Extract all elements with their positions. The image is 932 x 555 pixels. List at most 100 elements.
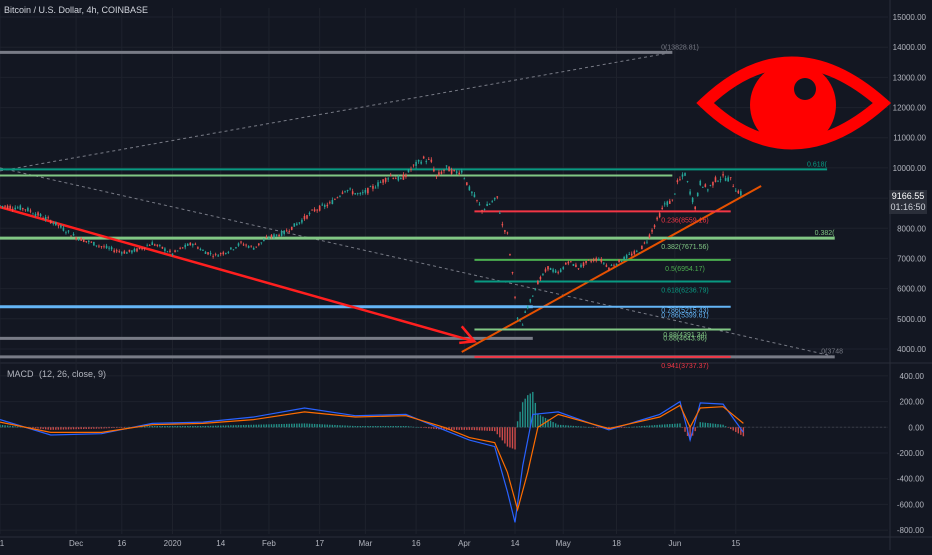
macd-histogram-bar [354, 426, 356, 428]
macd-histogram-bar [664, 424, 666, 428]
candle-body [336, 197, 339, 199]
candle-body [618, 259, 620, 263]
candle-body [80, 237, 82, 241]
candle-body [433, 169, 435, 172]
candle-body [707, 189, 709, 191]
candle-body [37, 212, 39, 216]
candle-body [268, 237, 270, 239]
candle-body [24, 209, 27, 211]
macd-histogram-bar [488, 427, 491, 431]
macd-histogram-bar [357, 426, 359, 428]
macd-histogram-bar [390, 426, 392, 428]
candle-body [232, 249, 235, 251]
macd-histogram-bar [55, 427, 57, 430]
candle-body [496, 196, 499, 198]
macd-histogram-bar [316, 424, 318, 428]
macd-histogram-bar [527, 395, 529, 428]
candle-body [729, 177, 732, 179]
candle-body [719, 179, 722, 181]
candle-body [0, 205, 1, 207]
macd-histogram-bar [461, 427, 463, 430]
candle-body [55, 221, 57, 226]
macd-histogram-bar [128, 427, 131, 428]
candle-body [392, 177, 395, 179]
candle-body [108, 247, 110, 249]
macd-histogram-bar [113, 427, 115, 428]
macd-histogram-bar [123, 427, 126, 428]
candle-body [260, 242, 263, 244]
macd-histogram-bar [303, 423, 306, 428]
candle-body [466, 182, 468, 186]
time-tick-label: 11 [0, 539, 5, 548]
candle-body [257, 243, 260, 246]
macd-histogram-bar [235, 425, 237, 428]
time-tick-label: Feb [262, 539, 276, 548]
candle-body [341, 192, 344, 194]
macd-histogram-bar [397, 426, 400, 428]
macd-histogram-bar [575, 426, 577, 428]
candle-body [567, 261, 570, 264]
candle-body [57, 225, 60, 227]
macd-histogram-bar [392, 426, 394, 428]
macd-histogram-bar [471, 427, 473, 430]
macd-histogram-bar [19, 426, 21, 428]
candle-body [595, 258, 598, 261]
macd-histogram-bar [735, 427, 737, 432]
candle-body [27, 207, 29, 212]
macd-histogram-bar [298, 423, 301, 428]
candle-body [133, 248, 136, 252]
price-tick-label: 10000.00 [893, 164, 927, 173]
macd-histogram-bar [75, 427, 77, 430]
macd-histogram-bar [212, 425, 214, 428]
candle-body [273, 234, 275, 238]
candle-body [422, 156, 425, 159]
candle-body [88, 240, 90, 243]
candle-body [613, 265, 615, 267]
candle-body [379, 182, 382, 184]
candle-body [471, 191, 473, 194]
time-tick-label: 15 [731, 539, 740, 548]
macd-histogram-bar [29, 427, 32, 428]
candle-body [250, 245, 252, 247]
macd-histogram-bar [159, 426, 161, 428]
macd-histogram-bar [483, 427, 486, 431]
candle-body [280, 231, 283, 236]
candle-body [615, 263, 618, 265]
candle-body [95, 245, 98, 247]
macd-histogram-bar [105, 427, 108, 429]
candle-body [603, 262, 605, 264]
macd-histogram-bar [410, 426, 412, 428]
candle-body [516, 317, 519, 319]
candle-body [293, 223, 296, 227]
candle-body [430, 159, 433, 162]
candle-body [610, 265, 613, 266]
candle-body [199, 248, 202, 251]
candle-body [669, 200, 671, 204]
candle-body [455, 171, 458, 174]
macd-histogram-bar [50, 427, 52, 430]
candle-body [684, 173, 686, 176]
candle-body [103, 246, 105, 248]
candle-body [126, 252, 128, 254]
candle-body [407, 169, 410, 173]
candle-body [179, 247, 181, 249]
macd-histogram-bar [67, 427, 70, 430]
macd-histogram-bar [585, 426, 587, 428]
macd-tick-label: -400.00 [897, 475, 925, 484]
candle-body [240, 241, 242, 243]
price-tick-label: 4000.00 [897, 345, 926, 354]
macd-histogram-bar [176, 426, 179, 428]
candle-body [113, 250, 115, 252]
macd-histogram-bar [732, 427, 734, 431]
macd-histogram-bar [476, 427, 478, 431]
candle-body [425, 161, 428, 163]
candle-body [734, 190, 737, 192]
candle-body [679, 179, 681, 180]
candle-body [34, 213, 37, 216]
candle-body [16, 207, 19, 209]
macd-histogram-bar [638, 426, 641, 428]
macd-histogram-bar [288, 423, 290, 428]
